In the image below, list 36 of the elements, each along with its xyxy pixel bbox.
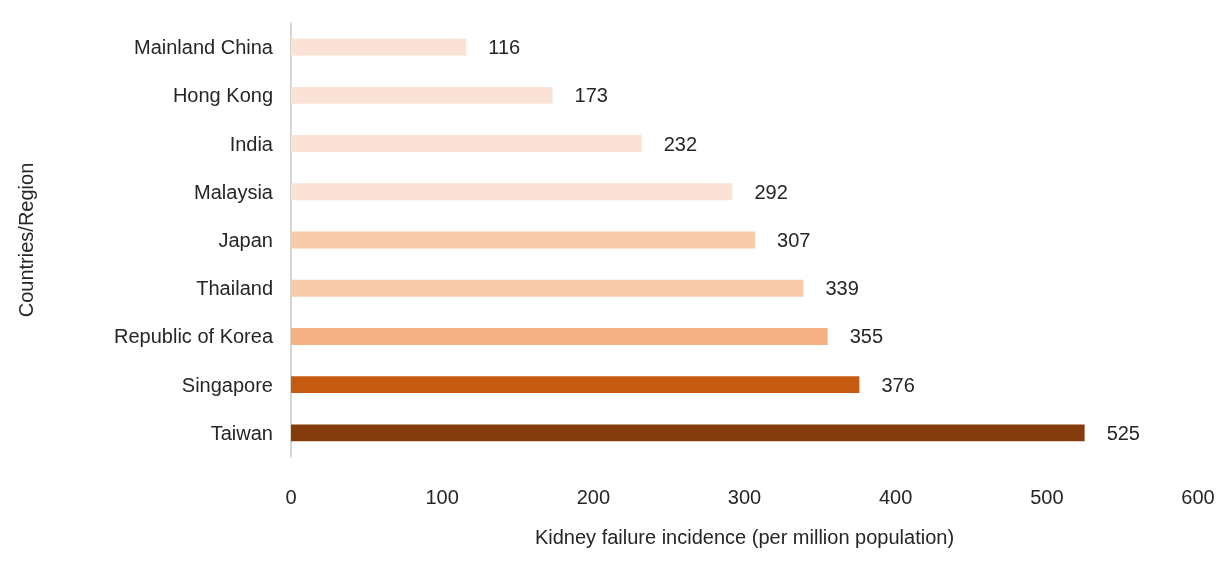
bar (291, 135, 642, 152)
y-tick-label: Taiwan (210, 421, 273, 444)
data-label: 173 (574, 84, 608, 107)
data-label: 292 (754, 180, 788, 203)
x-tick-label: 600 (1181, 486, 1215, 508)
x-tick-label: 0 (285, 486, 297, 508)
data-label: 116 (488, 36, 521, 59)
bar (291, 231, 756, 249)
bar (291, 424, 1085, 442)
y-tick-label: Hong Kong (172, 84, 273, 107)
x-tick-label: 200 (576, 486, 611, 508)
y-tick-label: Singapore (181, 373, 273, 396)
y-tick-label: Republic of Korea (114, 325, 274, 348)
x-tick-label: 400 (878, 486, 913, 508)
bar (291, 183, 733, 201)
bar (291, 279, 804, 297)
bar (291, 86, 553, 104)
bar (291, 376, 860, 394)
y-tick-label: Japan (218, 229, 273, 251)
data-label: 232 (663, 132, 698, 155)
x-tick-label: 300 (727, 486, 762, 508)
data-label: 376 (881, 373, 915, 396)
data-label: 339 (825, 277, 859, 300)
y-tick-label: India (229, 132, 274, 155)
y-axis-title: Countries/Region (15, 162, 37, 318)
x-tick-label: 100 (425, 486, 459, 508)
y-tick-label: Malaysia (194, 180, 274, 203)
bar (291, 328, 828, 345)
x-axis-title: Kidney failure incidence (per million population) (534, 526, 955, 548)
y-tick-label: Thailand (196, 277, 273, 300)
x-tick-label: 500 (1030, 486, 1064, 508)
data-label: 355 (849, 325, 884, 348)
data-label: 307 (777, 229, 811, 251)
bar (291, 38, 467, 56)
y-tick-label: Mainland China (134, 36, 274, 59)
data-label: 525 (1106, 421, 1140, 444)
